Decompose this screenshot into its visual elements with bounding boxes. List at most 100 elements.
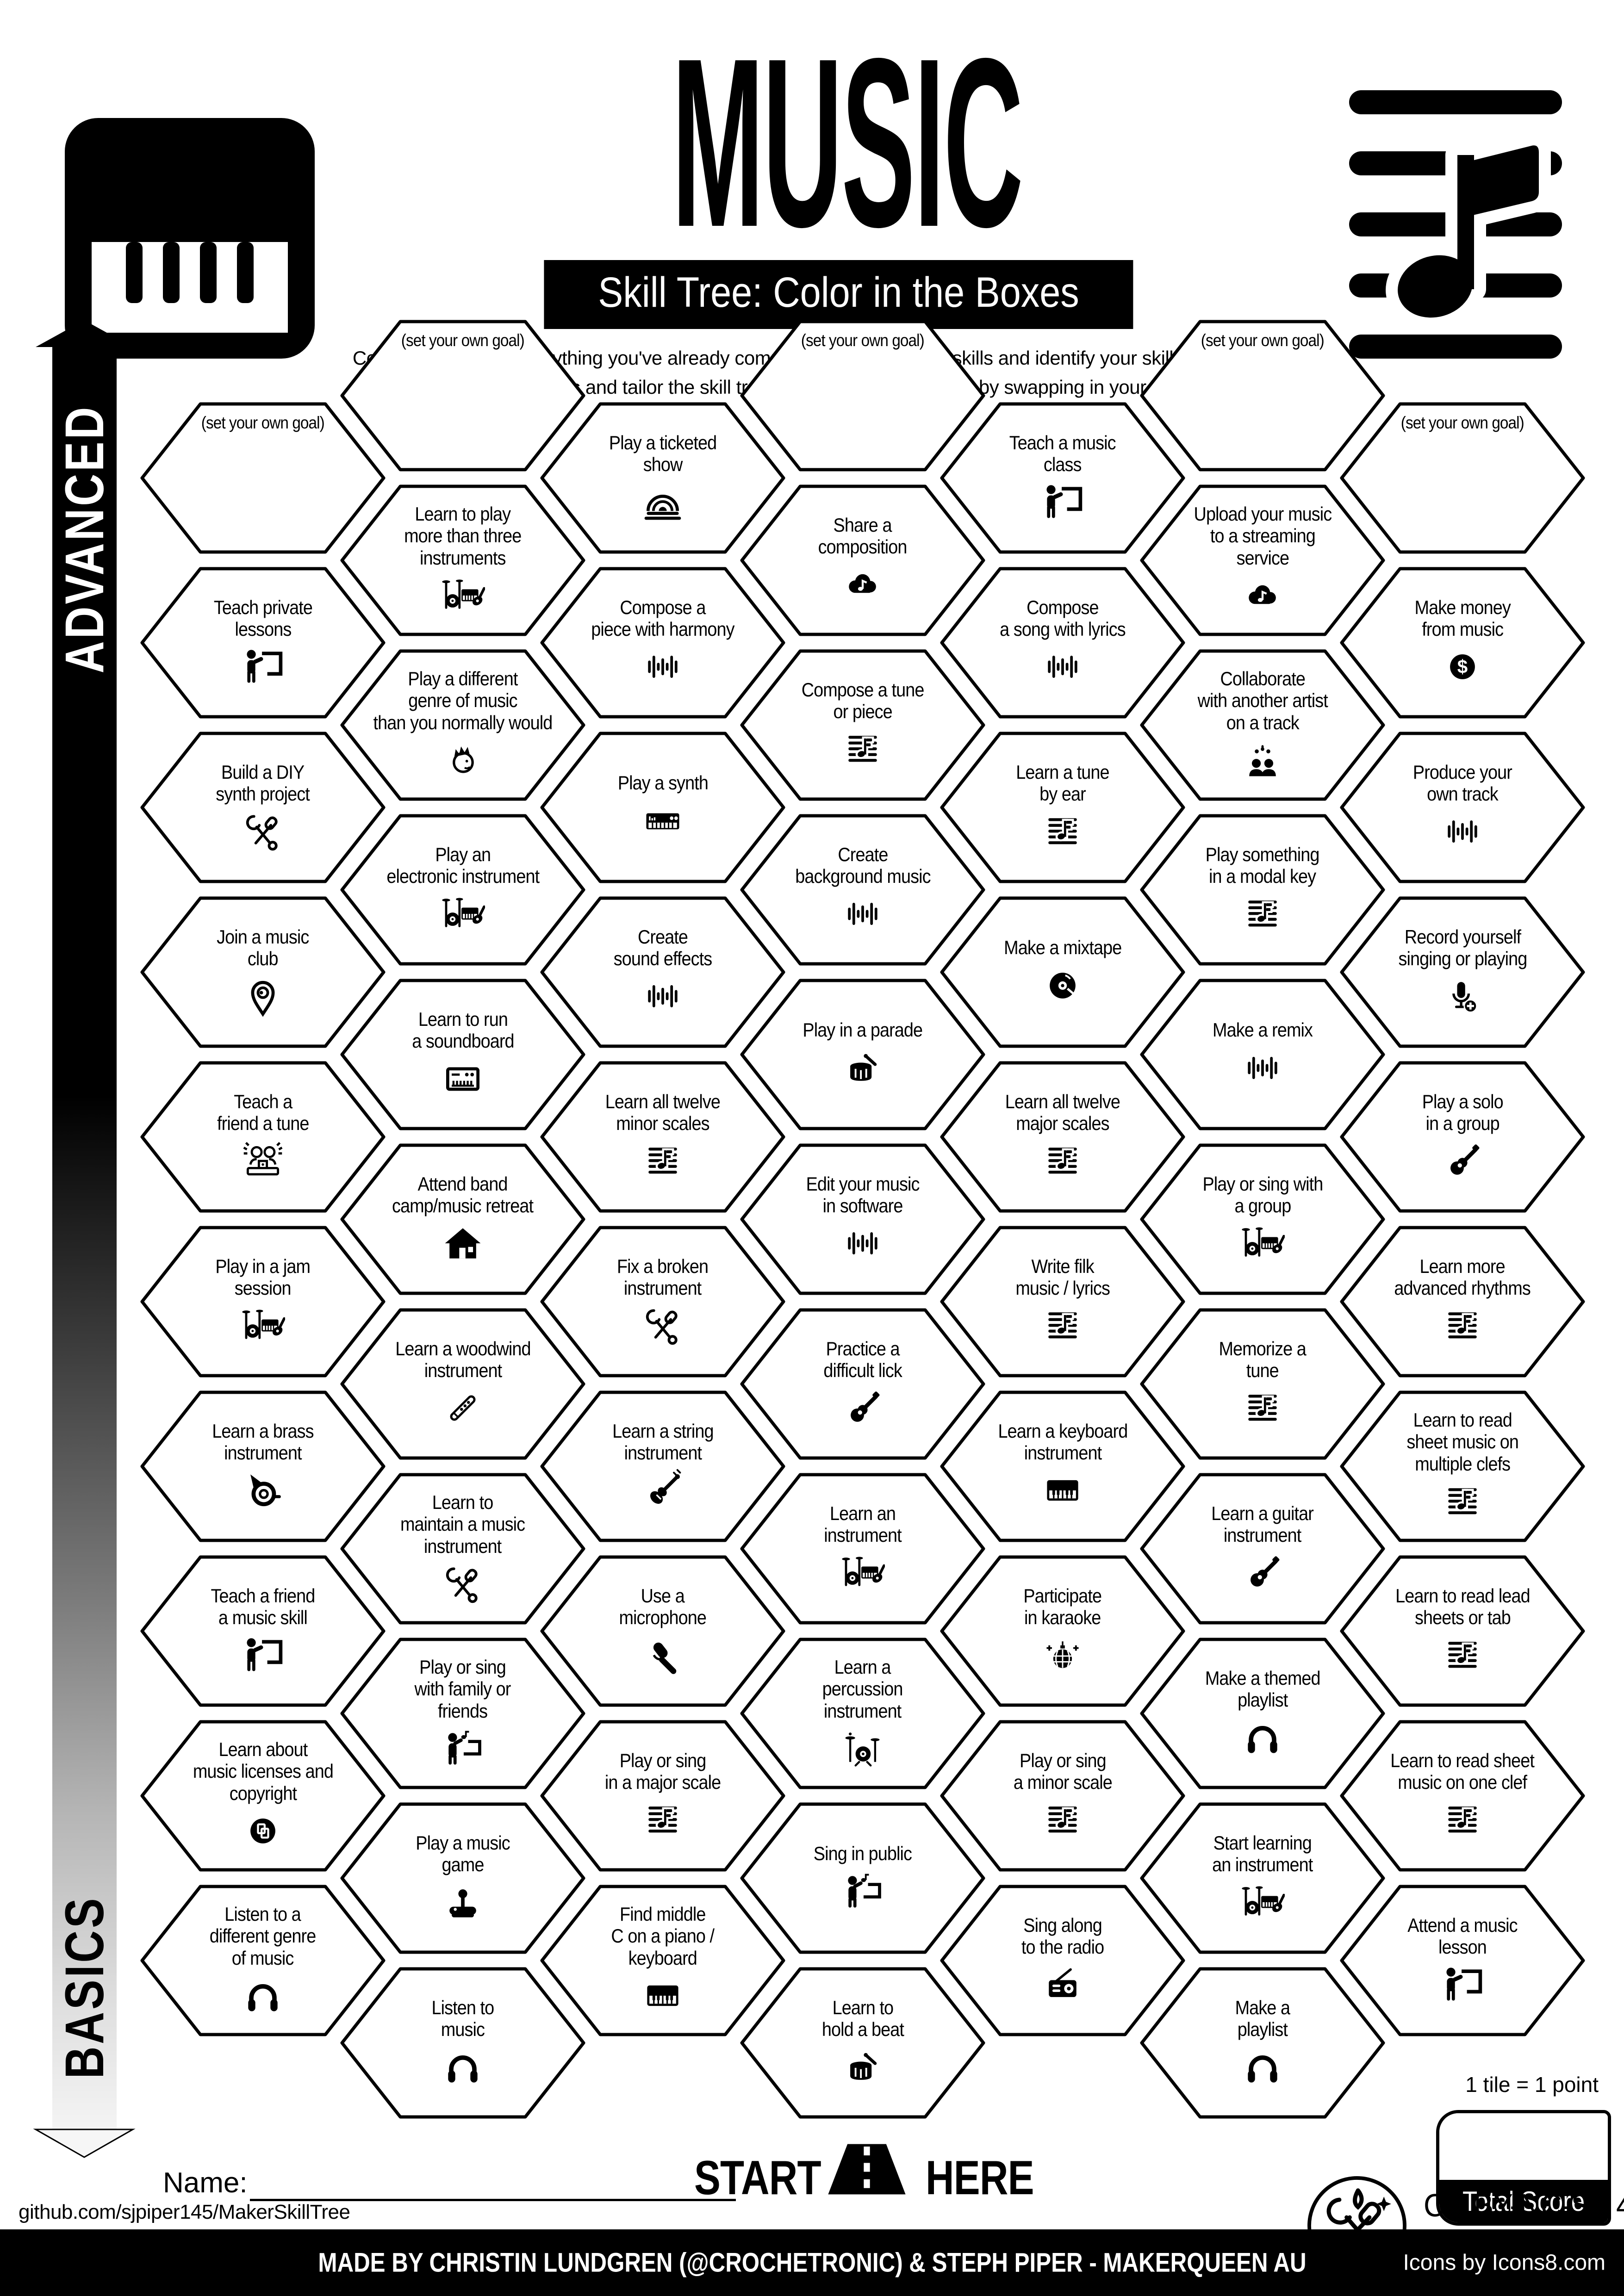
hex-tile-goal[interactable]: (set your own goal) <box>140 401 386 555</box>
hex-tile[interactable]: Make a mixtape <box>940 895 1185 1049</box>
hex-tile[interactable]: Participate in karaoke <box>940 1554 1185 1708</box>
hex-outline <box>1140 484 1385 636</box>
hex-tile[interactable]: Record yourself singing or playing <box>1340 895 1585 1049</box>
hex-tile[interactable]: Write filk music / lyrics <box>940 1225 1185 1378</box>
hex-tile[interactable]: Start learning an instrument <box>1140 1801 1385 1955</box>
hex-tile-goal[interactable]: (set your own goal) <box>340 319 585 472</box>
hex-tile[interactable]: Learn a guitar instrument <box>1140 1472 1385 1626</box>
hex-outline <box>1340 896 1585 1048</box>
hex-tile-goal[interactable]: (set your own goal) <box>1340 401 1585 555</box>
hex-tile[interactable]: Listen to a different genre of music <box>140 1884 386 2037</box>
icons-credit: Icons by Icons8.com <box>1403 2250 1605 2275</box>
hex-tile[interactable]: Learn a keyboard instrument <box>940 1390 1185 1543</box>
hex-tile[interactable]: Compose a song with lyrics <box>940 566 1185 720</box>
hex-outline <box>940 896 1185 1048</box>
hex-label: Make a mixtape <box>1003 937 1122 959</box>
hex-tile[interactable]: Play a ticketed show <box>540 401 785 555</box>
hex-tile[interactable]: Memorize a tune <box>1140 1307 1385 1461</box>
hex-tile[interactable]: Learn an instrument <box>740 1472 985 1626</box>
hex-tile[interactable]: Play in a parade <box>740 978 985 1131</box>
hex-tile[interactable]: Learn all twelve minor scales <box>540 1060 785 1214</box>
hex-outline <box>940 1390 1185 1542</box>
hex-tile[interactable]: Play a solo in a group <box>1340 1060 1585 1214</box>
guitar-icon <box>1240 1551 1285 1595</box>
copyright-icon <box>241 1809 285 1853</box>
hex-tile[interactable]: Compose a tune or piece <box>740 648 985 802</box>
hex-outline <box>740 1638 985 1789</box>
page-title: MUSIC <box>672 8 1024 277</box>
hex-tile[interactable]: Teach private lessons <box>140 566 386 720</box>
hex-tile[interactable]: Practice a difficult lick <box>740 1307 985 1461</box>
hex-tile[interactable]: Learn more advanced rhythms <box>1340 1225 1585 1378</box>
hex-tile[interactable]: Play or sing with a group <box>1140 1142 1385 1296</box>
hex-tile[interactable]: Listen to music <box>340 1966 585 2120</box>
hex-tile-goal[interactable]: (set your own goal) <box>1140 319 1385 472</box>
hex-tile[interactable]: Use a microphone <box>540 1554 785 1708</box>
total-score-entry[interactable] <box>1439 2113 1608 2184</box>
hex-tile[interactable]: Learn all twelve major scales <box>940 1060 1185 1214</box>
hex-tile[interactable]: Make a playlist <box>1140 1966 1385 2120</box>
hex-tile[interactable]: Make money from music <box>1340 566 1585 720</box>
hex-label: Join a music club <box>217 925 309 969</box>
hex-tile[interactable]: Play or sing with family or friends <box>340 1637 585 1790</box>
hex-label: Learn to run a soundboard <box>411 1008 514 1052</box>
hex-tile[interactable]: Create background music <box>740 813 985 967</box>
hex-tile[interactable]: Learn a tune by ear <box>940 731 1185 884</box>
hex-tile[interactable]: Learn to read sheet music on multiple cl… <box>1340 1390 1585 1543</box>
hex-tile[interactable]: Upload your music to a streaming service <box>1140 484 1385 637</box>
band-icon <box>441 892 485 936</box>
hex-tile[interactable]: Create sound effects <box>540 895 785 1049</box>
hex-outline <box>140 1061 386 1213</box>
hex-outline <box>340 1308 585 1460</box>
hex-tile[interactable]: Play an electronic instrument <box>340 813 585 967</box>
hex-tile[interactable]: Play a synth <box>540 731 785 884</box>
hex-tile[interactable]: Learn to read sheet music on one clef <box>1340 1719 1585 1873</box>
hex-tile[interactable]: Collaborate with another artist on a tra… <box>1140 648 1385 802</box>
hex-tile[interactable]: Sing along to the radio <box>940 1884 1185 2037</box>
hex-tile[interactable]: Learn about music licenses and copyright <box>140 1719 386 1873</box>
advanced-label: ADVANCED <box>54 404 115 674</box>
hex-tile[interactable]: Share a composition <box>740 484 985 637</box>
sheet-music-icon <box>1440 1479 1485 1524</box>
hex-tile-goal[interactable]: (set your own goal) <box>740 319 985 472</box>
hex-tile[interactable]: Play or sing in a major scale <box>540 1719 785 1873</box>
tile-point-note: 1 tile = 1 point <box>1465 2073 1599 2097</box>
hex-tile[interactable]: Play a music game <box>340 1801 585 1955</box>
hex-tile[interactable]: Learn to run a soundboard <box>340 978 585 1131</box>
footer-bar: MADE BY CHRISTIN LUNDGREN (@CROCHETRONIC… <box>0 2229 1624 2296</box>
hex-tile[interactable]: Play in a jam session <box>140 1225 386 1378</box>
hex-outline <box>1340 402 1585 554</box>
hex-tile[interactable]: Learn to maintain a music instrument <box>340 1472 585 1626</box>
hex-tile[interactable]: Attend a music lesson <box>1340 1884 1585 2037</box>
person-teaching-icon <box>241 645 285 689</box>
hex-tile[interactable]: Learn a woodwind instrument <box>340 1307 585 1461</box>
license-text: CC BY-NC-SA 4.0 <box>1424 2187 1624 2223</box>
hex-tile[interactable]: Attend band camp/music retreat <box>340 1142 585 1296</box>
hex-tile[interactable]: Make a remix <box>1140 978 1385 1131</box>
hex-tile[interactable]: Find middle C on a piano / keyboard <box>540 1884 785 2037</box>
hex-tile[interactable]: Sing in public <box>740 1801 985 1955</box>
hex-tile[interactable]: Build a DIY synth project <box>140 731 386 884</box>
hex-tile[interactable]: Teach a music class <box>940 401 1185 555</box>
hex-tile[interactable]: Learn to read lead sheets or tab <box>1340 1554 1585 1708</box>
waveform-icon <box>1040 645 1085 689</box>
hex-tile[interactable]: Fix a broken instrument <box>540 1225 785 1378</box>
hex-tile[interactable]: Produce your own track <box>1340 731 1585 884</box>
hex-tile[interactable]: Play a different genre of music than you… <box>340 648 585 802</box>
hex-tile[interactable]: Teach a friend a music skill <box>140 1554 386 1708</box>
hex-tile[interactable]: Play something in a modal key <box>1140 813 1385 967</box>
hex-tile[interactable]: Learn to play more than three instrument… <box>340 484 585 637</box>
hex-tile[interactable]: Play or sing a minor scale <box>940 1719 1185 1873</box>
hex-tile[interactable]: Join a music club <box>140 895 386 1049</box>
hex-tile[interactable]: Learn to hold a beat <box>740 1966 985 2120</box>
name-label: Name: <box>163 2167 248 2199</box>
hex-tile[interactable]: Learn a percussion instrument <box>740 1637 985 1790</box>
hex-tile[interactable]: Teach a friend a tune <box>140 1060 386 1214</box>
hex-tile[interactable]: Learn a brass instrument <box>140 1390 386 1543</box>
hex-tile[interactable]: Learn a string instrument <box>540 1390 785 1543</box>
hex-tile[interactable]: Compose a piece with harmony <box>540 566 785 720</box>
hex-tile[interactable]: Edit your music in software <box>740 1142 985 1296</box>
name-input-line[interactable] <box>250 2199 736 2201</box>
hex-label: Play something in a modal key <box>1206 843 1320 887</box>
hex-tile[interactable]: Make a themed playlist <box>1140 1637 1385 1790</box>
